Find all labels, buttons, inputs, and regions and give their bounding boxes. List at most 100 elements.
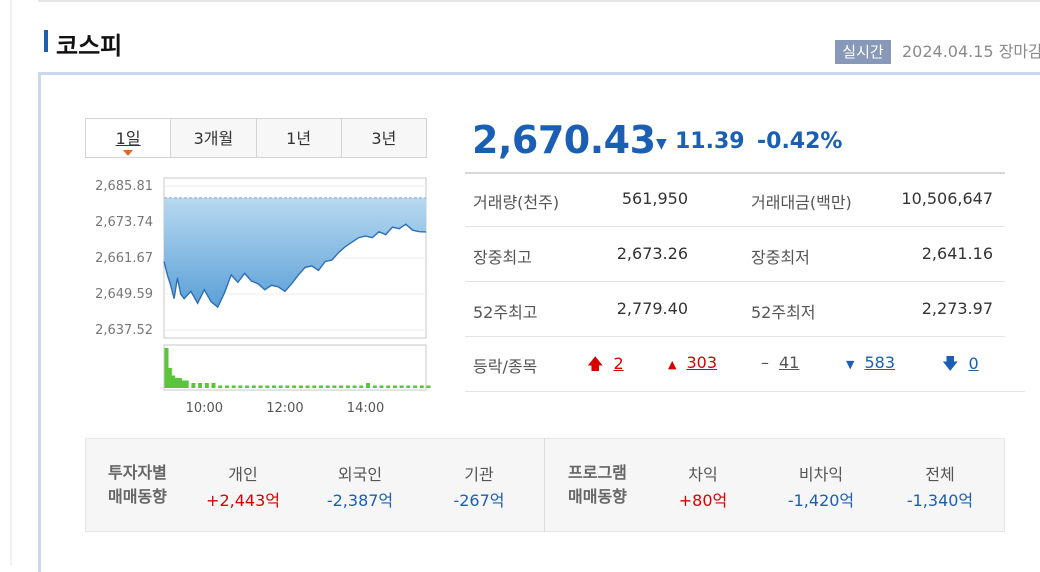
investor-name: 기관 xyxy=(464,465,494,484)
y-tick-label: 2,637.52 xyxy=(95,323,153,338)
stat-value: 2,779.40 xyxy=(616,299,688,318)
program-title-line: 프로그램 xyxy=(568,463,627,482)
volume-bar xyxy=(198,383,203,388)
investor-value: -267억 xyxy=(453,491,505,510)
tab-1-year[interactable]: 1년 xyxy=(255,119,341,157)
lower-limit-arrow-icon: 🡇 xyxy=(942,354,959,373)
left-rule xyxy=(10,0,12,565)
volume-bar xyxy=(419,385,424,388)
investor-value: -2,387억 xyxy=(326,491,394,510)
market-date: 2024.04.15 장마감 xyxy=(902,42,1040,61)
volume-bar xyxy=(191,383,196,388)
advancing-link[interactable]: ▲ 303 xyxy=(668,353,717,372)
lower-limit-link[interactable]: 🡇 0 xyxy=(942,353,979,380)
investor-divider xyxy=(544,438,545,532)
tab-label: 1년 xyxy=(286,129,312,148)
volume-bar xyxy=(285,385,290,388)
volume-bar xyxy=(174,378,179,388)
investor-individual: 개인 +2,443억 xyxy=(188,463,298,515)
stat-row-52week: 52주최고 2,779.40 52주최저 2,273.97 xyxy=(465,282,1005,337)
y-tick-label: 2,673.74 xyxy=(95,215,153,230)
page-title: 코스피 xyxy=(56,32,123,60)
volume-bar xyxy=(413,385,418,388)
volume-bar xyxy=(238,385,243,388)
volume-bar xyxy=(278,385,283,388)
volume-bar xyxy=(211,383,216,388)
investor-title-line: 투자자별 xyxy=(108,463,167,482)
x-tick-label: 14:00 xyxy=(347,401,384,416)
volume-bar xyxy=(352,385,357,388)
price-area xyxy=(164,197,426,308)
change-percent: -0.42% xyxy=(757,129,843,154)
stat-label: 52주최고 xyxy=(473,303,538,322)
volume-bar xyxy=(265,385,270,388)
stat-label: 거래량(천주) xyxy=(473,193,560,212)
volume-bar xyxy=(345,385,350,388)
volume-bar xyxy=(258,385,263,388)
stat-row-volume: 거래량(천주) 561,950 거래대금(백만) 10,506,647 xyxy=(465,172,1005,227)
program-non-arbitrage: 비차익 -1,420억 xyxy=(766,463,876,515)
stat-value: 10,506,647 xyxy=(901,189,993,208)
volume-bar xyxy=(218,385,223,388)
x-tick-label: 12:00 xyxy=(266,401,303,416)
volume-bar xyxy=(392,385,397,388)
program-value: -1,340억 xyxy=(906,491,974,510)
stat-value: 2,273.97 xyxy=(921,299,993,318)
y-tick-label: 2,661.67 xyxy=(95,251,153,266)
volume-bar xyxy=(312,385,317,388)
tab-3-years[interactable]: 3년 xyxy=(340,119,426,157)
stat-value: 2,641.16 xyxy=(921,244,993,263)
upper-limit-count: 2 xyxy=(613,354,624,373)
program-arbitrage: 차익 +80억 xyxy=(648,463,758,515)
volume-bar xyxy=(426,385,431,388)
tab-1-day[interactable]: 1일 xyxy=(86,119,171,157)
volume-bar xyxy=(372,385,377,388)
stat-label: 52주최저 xyxy=(751,303,816,322)
volume-bar xyxy=(339,385,344,388)
index-value: 2,670.43 xyxy=(472,118,656,162)
volume-bar xyxy=(251,385,256,388)
volume-bar xyxy=(399,385,404,388)
down-triangle-icon: ▼ xyxy=(846,358,855,371)
program-name: 차익 xyxy=(688,465,718,484)
change-amount: 11.39 xyxy=(675,129,745,154)
unchanged-link[interactable]: –41 xyxy=(761,353,799,372)
program-name: 전체 xyxy=(925,465,955,484)
investor-title-line: 매매동향 xyxy=(108,487,167,506)
dash-icon: – xyxy=(761,353,769,372)
stat-value: 2,673.26 xyxy=(616,244,688,263)
unchanged-count: 41 xyxy=(779,353,800,372)
stat-label: 장중최고 xyxy=(473,248,532,267)
down-triangle-icon: ▼ xyxy=(656,136,667,152)
intraday-chart: 2,685.81 2,673.74 2,661.67 2,649.59 2,637.52… xyxy=(95,177,431,416)
volume-bar xyxy=(379,385,384,388)
investor-name: 개인 xyxy=(228,465,258,484)
volume-bar xyxy=(298,385,303,388)
tab-3-months[interactable]: 3개월 xyxy=(170,119,256,157)
price-line xyxy=(163,223,427,309)
investor-trading-box: 투자자별 매매동향 개인 +2,443억 외국인 -2,387억 기관 -267… xyxy=(85,438,1005,532)
volume-bar xyxy=(204,383,209,388)
breadth-row: 등락/종목 🡅 2 ▲ 303 –41 ▼ 583 🡇 0 xyxy=(465,335,1025,392)
stat-value: 561,950 xyxy=(621,189,688,208)
volume-bar xyxy=(177,378,182,388)
stats-top-rule xyxy=(465,172,1005,174)
period-tabs: 1일 3개월 1년 3년 xyxy=(85,118,427,158)
upper-limit-link[interactable]: 🡅 2 xyxy=(587,353,624,380)
volume-bar xyxy=(167,368,172,388)
program-total: 전체 -1,340억 xyxy=(885,463,995,515)
y-tick-label: 2,649.59 xyxy=(95,287,153,302)
volume-bar xyxy=(181,380,186,388)
upper-limit-arrow-icon: 🡅 xyxy=(587,354,604,373)
program-value: +80억 xyxy=(678,491,728,510)
stat-label: 장중최저 xyxy=(751,248,810,267)
declining-link[interactable]: ▼ 583 xyxy=(846,353,895,372)
investor-title: 투자자별 매매동향 xyxy=(108,461,167,509)
volume-bar xyxy=(184,380,189,388)
volume-bar xyxy=(225,385,229,388)
x-tick-label: 10:00 xyxy=(186,401,223,416)
breadth-label: 등락/종목 xyxy=(473,357,538,376)
tab-label: 3개월 xyxy=(193,129,234,148)
tab-label: 3년 xyxy=(371,129,397,148)
volume-bar xyxy=(325,385,330,388)
